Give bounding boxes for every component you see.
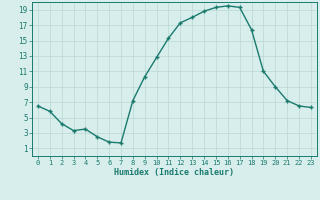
X-axis label: Humidex (Indice chaleur): Humidex (Indice chaleur) xyxy=(115,168,234,177)
